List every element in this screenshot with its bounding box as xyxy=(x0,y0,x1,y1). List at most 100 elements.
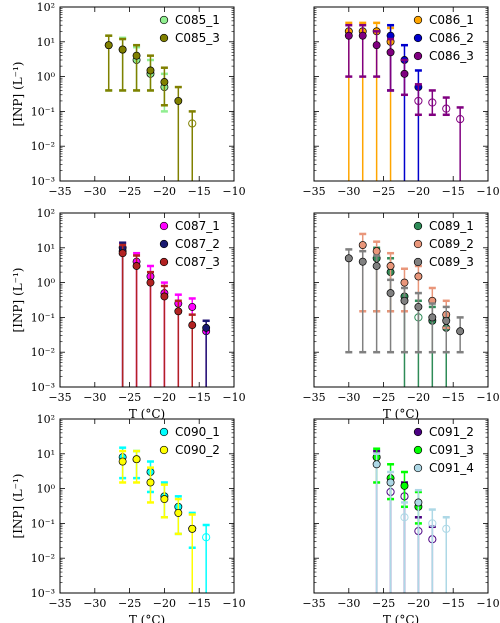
data-point xyxy=(188,321,197,330)
x-tick-label: −20 xyxy=(407,391,430,404)
data-point xyxy=(160,78,169,86)
x-tick-label: −15 xyxy=(442,391,465,404)
series-C087_3 xyxy=(118,243,197,387)
series-C090_1 xyxy=(118,446,211,593)
legend-label: C089_2 xyxy=(429,237,474,251)
y-tick-label: 10⁻¹ xyxy=(31,105,55,118)
y-tick-label: 10⁻³ xyxy=(31,587,55,600)
chart-panel-6: −35 −30 −25 −20 −15 −10T (°C)C091_2C091_3C091… xyxy=(302,418,500,623)
x-tick-label: −15 xyxy=(188,597,211,610)
y-axis-title: [INP] (L⁻¹) xyxy=(11,62,25,127)
data-point xyxy=(442,316,451,325)
x-tick-label: −35 xyxy=(302,391,325,404)
data-point xyxy=(372,460,381,469)
data-point xyxy=(386,478,395,487)
series-C086_3 xyxy=(344,23,465,181)
x-tick-label: −15 xyxy=(188,391,211,404)
data-point-open xyxy=(428,519,437,528)
chart-panel-4: −35 −30 −25 −20 −15 −10T (°C)C089_1C089_2C089… xyxy=(302,212,500,421)
y-tick-label: 10¹ xyxy=(37,448,55,461)
series-C086_2 xyxy=(386,23,423,181)
data-point xyxy=(118,249,127,258)
legend-label: C089_3 xyxy=(429,255,474,269)
series-C090_2 xyxy=(118,449,197,593)
x-tick-label: −10 xyxy=(476,597,499,610)
x-tick-label: −25 xyxy=(118,391,141,404)
legend-marker xyxy=(159,221,169,231)
chart-panel-1: −35 −30 −25 −20 −15 −10 10⁻³ 10⁻² 10⁻¹ 10⁰ 10¹ 10² [… xyxy=(11,1,246,198)
x-axis-title: T (°C) xyxy=(129,613,165,623)
chart-panel-5: −35 −30 −25 −20 −15 −10 10⁻³ 10⁻² 10⁻¹ 10⁰ 10¹ 10² T… xyxy=(11,413,246,623)
data-point-open xyxy=(400,513,409,522)
data-point xyxy=(358,257,367,266)
legend-marker xyxy=(159,427,169,437)
y-tick-label: 10⁻¹ xyxy=(31,311,55,324)
legend-label: C090_2 xyxy=(175,443,220,457)
x-tick-label: −30 xyxy=(337,597,360,610)
data-point xyxy=(344,254,353,263)
data-point xyxy=(414,302,423,311)
legend-marker xyxy=(413,427,423,437)
x-tick-label: −15 xyxy=(188,185,211,198)
x-tick-label: −10 xyxy=(476,185,499,198)
x-tick-label: −10 xyxy=(222,391,245,404)
legend-label: C086_2 xyxy=(429,31,474,45)
data-point xyxy=(188,302,197,311)
legend-label: C087_3 xyxy=(175,255,220,269)
data-point xyxy=(400,296,409,305)
x-tick-label: −25 xyxy=(372,185,395,198)
legend-label: C086_3 xyxy=(429,49,474,63)
x-tick-label: −35 xyxy=(48,597,71,610)
legend-label: C090_1 xyxy=(175,425,220,439)
chart-panel-3: −35 −30 −25 −20 −15 −10 10⁻³ 10⁻² 10⁻¹ 10⁰ 10¹ 10² T… xyxy=(11,207,246,421)
legend-label: C087_2 xyxy=(175,237,220,251)
legend: C085_1 C085_3 xyxy=(159,13,220,45)
data-point xyxy=(174,307,183,316)
data-point xyxy=(414,498,423,507)
x-axis-title: T (°C) xyxy=(383,407,419,421)
x-tick-label: −30 xyxy=(83,185,106,198)
legend-marker xyxy=(159,257,169,267)
x-tick-label: −10 xyxy=(222,597,245,610)
data-point xyxy=(118,457,127,466)
x-tick-label: −25 xyxy=(118,597,141,610)
x-tick-label: −35 xyxy=(48,185,71,198)
y-tick-label: 10⁻¹ xyxy=(31,517,55,530)
legend-marker xyxy=(413,445,423,455)
data-point xyxy=(358,241,367,249)
data-point xyxy=(104,41,113,50)
x-tick-label: −20 xyxy=(153,391,176,404)
x-tick-label: −10 xyxy=(476,391,499,404)
series-C085_3 xyxy=(104,34,197,181)
data-point-open xyxy=(442,524,451,533)
data-point xyxy=(386,289,395,298)
legend-marker xyxy=(159,33,169,43)
legend: C090_1 C090_2 xyxy=(159,425,220,457)
data-point-open xyxy=(188,119,197,128)
data-point xyxy=(146,66,155,75)
legend-label: C087_1 xyxy=(175,219,220,233)
x-axis-title: T (°C) xyxy=(383,613,419,623)
data-point xyxy=(414,272,423,281)
data-point xyxy=(372,41,381,50)
legend-marker xyxy=(413,239,423,249)
y-tick-label: 10¹ xyxy=(37,242,55,255)
x-tick-label: −30 xyxy=(337,185,360,198)
plot-frame xyxy=(59,212,235,388)
x-tick-label: −15 xyxy=(442,597,465,610)
legend: C091_2 C091_3 C091_4 xyxy=(413,425,474,475)
legend-label: C089_1 xyxy=(429,219,474,233)
data-point xyxy=(386,48,395,57)
data-point xyxy=(400,69,409,78)
data-point xyxy=(456,327,465,336)
data-point xyxy=(174,508,183,517)
y-tick-label: 10² xyxy=(37,1,55,14)
legend-marker xyxy=(413,463,423,473)
x-tick-label: −25 xyxy=(372,391,395,404)
data-point xyxy=(118,45,127,54)
y-tick-label: 10² xyxy=(37,413,55,426)
data-point-open xyxy=(456,115,465,124)
y-tick-label: 10⁻² xyxy=(31,552,55,565)
legend-marker xyxy=(413,15,423,25)
